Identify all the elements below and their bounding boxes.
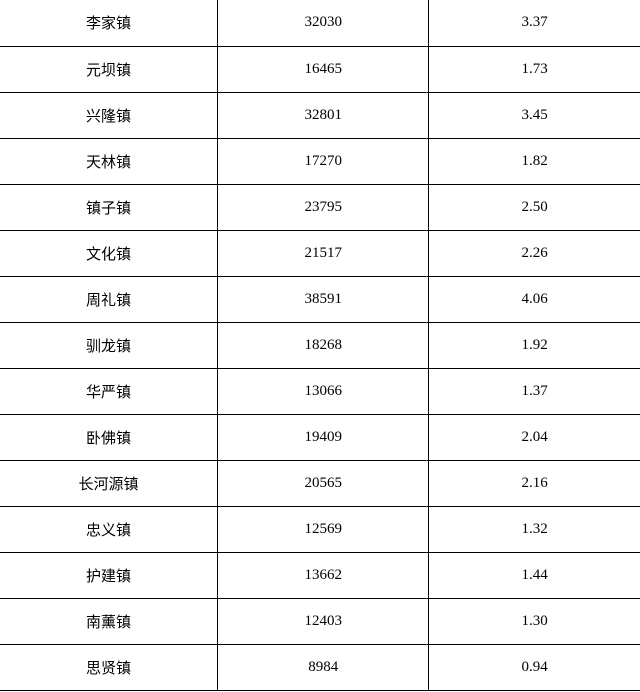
table-row: 南薰镇 12403 1.30 xyxy=(0,598,640,644)
cell-town-name: 思贤镇 xyxy=(0,644,218,690)
table-row: 天林镇 17270 1.82 xyxy=(0,138,640,184)
cell-town-name: 护建镇 xyxy=(0,552,218,598)
table-row: 元坝镇 16465 1.73 xyxy=(0,46,640,92)
cell-value2: 1.32 xyxy=(429,506,640,552)
table-row: 李家镇 32030 3.37 xyxy=(0,0,640,46)
cell-value1: 13066 xyxy=(218,368,429,414)
cell-value1: 16465 xyxy=(218,46,429,92)
cell-town-name: 镇子镇 xyxy=(0,184,218,230)
cell-town-name: 文化镇 xyxy=(0,230,218,276)
cell-value1: 38591 xyxy=(218,276,429,322)
cell-value2: 1.92 xyxy=(429,322,640,368)
cell-value1: 20565 xyxy=(218,460,429,506)
cell-town-name: 周礼镇 xyxy=(0,276,218,322)
cell-value2: 2.16 xyxy=(429,460,640,506)
table-row: 长河源镇 20565 2.16 xyxy=(0,460,640,506)
cell-value1: 32030 xyxy=(218,0,429,46)
cell-value2: 3.45 xyxy=(429,92,640,138)
cell-town-name: 李家镇 xyxy=(0,0,218,46)
cell-value1: 21517 xyxy=(218,230,429,276)
cell-town-name: 驯龙镇 xyxy=(0,322,218,368)
cell-town-name: 兴隆镇 xyxy=(0,92,218,138)
table-row: 文化镇 21517 2.26 xyxy=(0,230,640,276)
table-row: 思贤镇 8984 0.94 xyxy=(0,644,640,690)
cell-town-name: 长河源镇 xyxy=(0,460,218,506)
table-row: 护建镇 13662 1.44 xyxy=(0,552,640,598)
cell-value1: 8984 xyxy=(218,644,429,690)
cell-value2: 1.44 xyxy=(429,552,640,598)
cell-town-name: 忠义镇 xyxy=(0,506,218,552)
cell-value2: 1.37 xyxy=(429,368,640,414)
cell-value1: 23795 xyxy=(218,184,429,230)
cell-value1: 17270 xyxy=(218,138,429,184)
cell-town-name: 元坝镇 xyxy=(0,46,218,92)
table-body: 李家镇 32030 3.37 元坝镇 16465 1.73 兴隆镇 32801 … xyxy=(0,0,640,690)
table-row: 驯龙镇 18268 1.92 xyxy=(0,322,640,368)
cell-value2: 2.04 xyxy=(429,414,640,460)
cell-value1: 12569 xyxy=(218,506,429,552)
table-row: 华严镇 13066 1.37 xyxy=(0,368,640,414)
cell-value1: 32801 xyxy=(218,92,429,138)
cell-value1: 12403 xyxy=(218,598,429,644)
table-row: 卧佛镇 19409 2.04 xyxy=(0,414,640,460)
cell-town-name: 华严镇 xyxy=(0,368,218,414)
cell-town-name: 南薰镇 xyxy=(0,598,218,644)
table-row: 镇子镇 23795 2.50 xyxy=(0,184,640,230)
cell-town-name: 天林镇 xyxy=(0,138,218,184)
cell-value2: 1.82 xyxy=(429,138,640,184)
cell-value1: 19409 xyxy=(218,414,429,460)
table-row: 兴隆镇 32801 3.45 xyxy=(0,92,640,138)
cell-value2: 1.73 xyxy=(429,46,640,92)
cell-value2: 4.06 xyxy=(429,276,640,322)
table-row: 忠义镇 12569 1.32 xyxy=(0,506,640,552)
cell-value2: 2.26 xyxy=(429,230,640,276)
cell-value1: 13662 xyxy=(218,552,429,598)
cell-value1: 18268 xyxy=(218,322,429,368)
table-container: 李家镇 32030 3.37 元坝镇 16465 1.73 兴隆镇 32801 … xyxy=(0,0,640,691)
cell-value2: 0.94 xyxy=(429,644,640,690)
cell-value2: 1.30 xyxy=(429,598,640,644)
table-row: 周礼镇 38591 4.06 xyxy=(0,276,640,322)
cell-value2: 2.50 xyxy=(429,184,640,230)
data-table: 李家镇 32030 3.37 元坝镇 16465 1.73 兴隆镇 32801 … xyxy=(0,0,640,691)
cell-town-name: 卧佛镇 xyxy=(0,414,218,460)
cell-value2: 3.37 xyxy=(429,0,640,46)
